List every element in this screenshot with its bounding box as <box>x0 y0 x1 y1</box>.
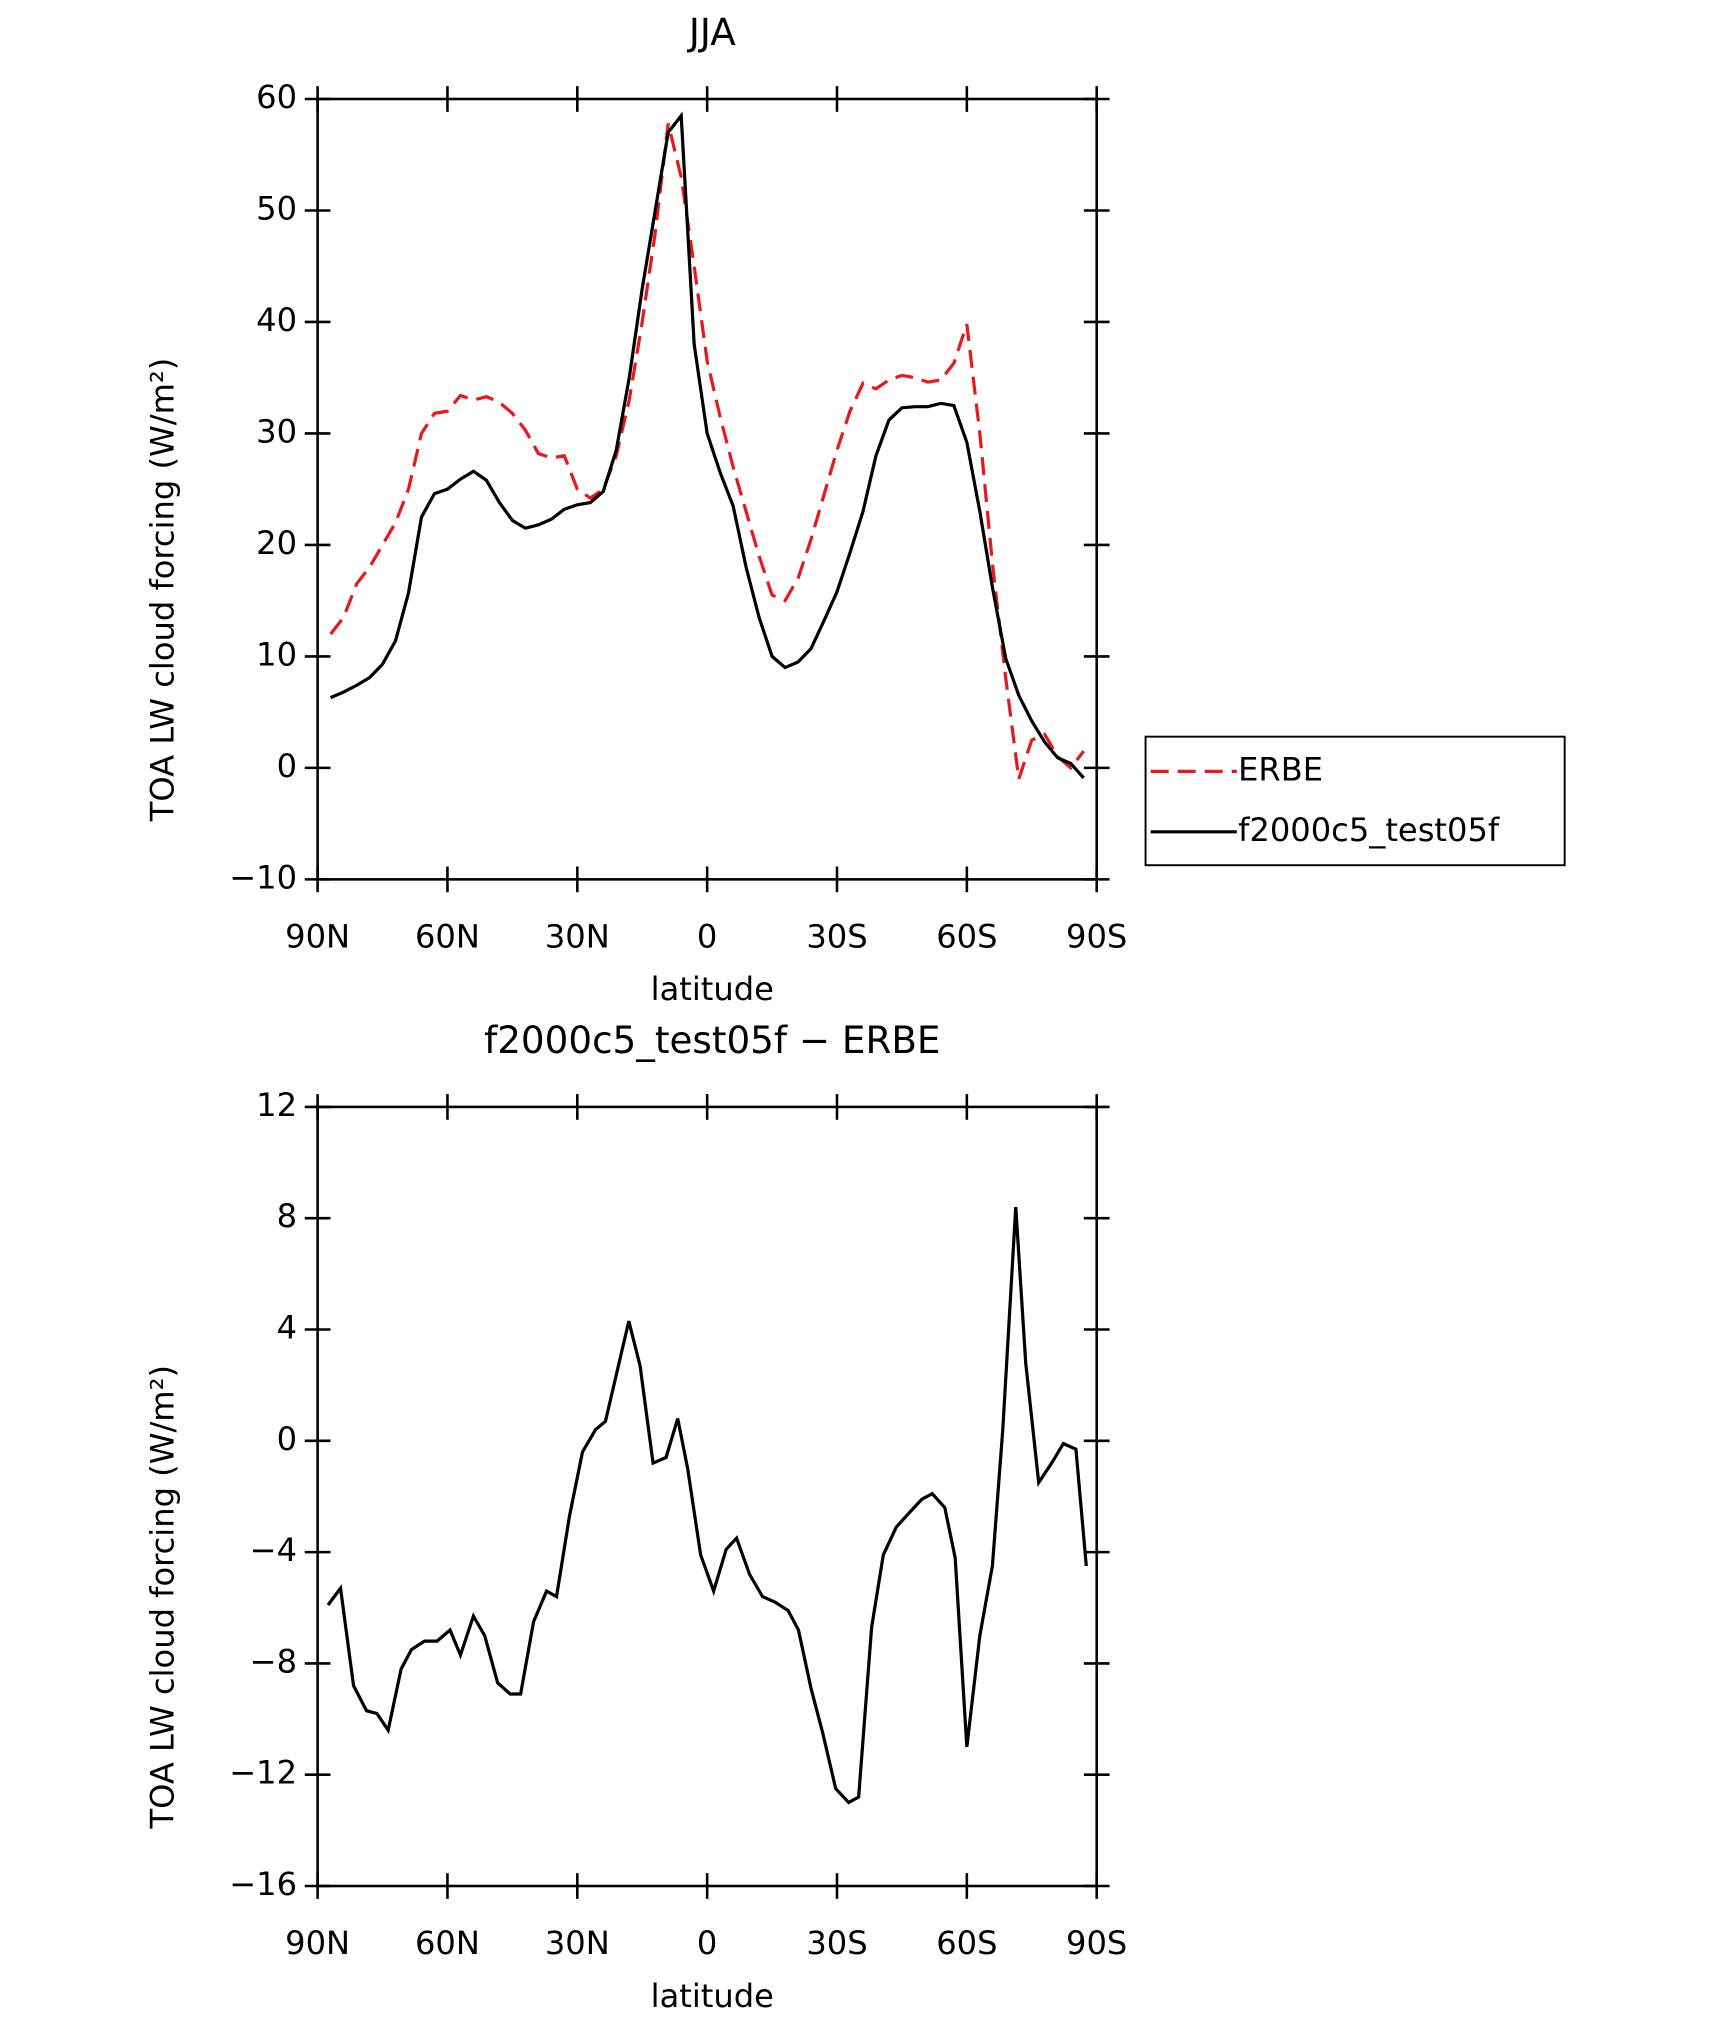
y-axis-label: TOA LW cloud forcing (W/m²) <box>144 358 182 823</box>
y-tick-label: −16 <box>229 1865 297 1903</box>
x-tick-label: 0 <box>697 918 717 956</box>
y-tick-label: 12 <box>256 1086 297 1124</box>
x-tick-label: 30N <box>545 918 610 956</box>
y-tick-label: 0 <box>277 747 297 785</box>
y-tick-label: −12 <box>229 1754 297 1792</box>
x-tick-label: 90N <box>285 1924 350 1962</box>
x-tick-label: 0 <box>697 1924 717 1962</box>
chart-title: JJA <box>687 10 736 54</box>
plot-frame <box>316 97 1098 881</box>
legend-box <box>1144 735 1566 867</box>
y-tick-label: 50 <box>256 189 297 227</box>
data-line <box>329 111 1085 779</box>
y-tick-label: −8 <box>250 1642 297 1680</box>
x-tick-label: 90S <box>1066 1924 1127 1962</box>
x-tick-label: 60S <box>936 1924 997 1962</box>
plot-frame <box>316 1105 1098 1888</box>
y-tick-label: 40 <box>256 301 297 339</box>
x-tick-label: 30S <box>806 1924 867 1962</box>
x-axis-label: latitude <box>651 1977 774 2015</box>
x-axis-label: latitude <box>651 970 774 1008</box>
x-tick-label: 60S <box>936 918 997 956</box>
x-tick-label: 30N <box>545 1924 610 1962</box>
y-tick-label: 0 <box>277 1420 297 1458</box>
x-tick-label: 60N <box>415 918 480 956</box>
data-line <box>326 1206 1088 1805</box>
x-tick-label: 90S <box>1066 918 1127 956</box>
chart-title: f2000c5_test05f − ERBE <box>484 1018 940 1062</box>
legend-label: ERBE <box>1238 750 1323 788</box>
y-tick-label: 20 <box>256 524 297 562</box>
y-tick-label: 4 <box>277 1309 297 1347</box>
y-tick-label: 30 <box>256 412 297 450</box>
y-tick-label: 8 <box>277 1197 297 1235</box>
y-tick-label: 60 <box>256 78 297 116</box>
x-tick-label: 30S <box>806 918 867 956</box>
y-axis-label: TOA LW cloud forcing (W/m²) <box>144 1365 182 1830</box>
y-tick-label: −10 <box>229 858 297 896</box>
y-tick-label: 10 <box>256 635 297 673</box>
x-tick-label: 60N <box>415 1924 480 1962</box>
x-tick-label: 90N <box>285 918 350 956</box>
y-tick-label: −4 <box>250 1531 297 1569</box>
data-line <box>329 123 1085 780</box>
legend-label: f2000c5_test05f <box>1238 811 1500 849</box>
